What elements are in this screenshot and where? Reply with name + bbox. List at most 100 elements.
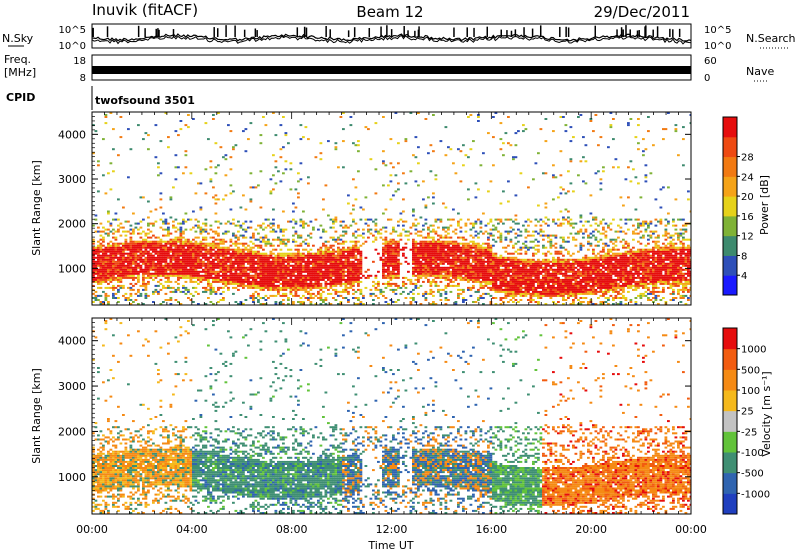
power-cell [432, 294, 435, 297]
power-cell [269, 252, 273, 255]
power-cell [509, 270, 513, 273]
power-cell [429, 264, 433, 267]
power-cell [524, 252, 528, 255]
power-cell [524, 264, 528, 267]
power-cell [184, 288, 188, 291]
power-cell [359, 256, 363, 259]
power-cell [204, 252, 208, 255]
power-cell [202, 286, 205, 289]
power-cell [202, 246, 205, 249]
power-cell [412, 238, 415, 241]
power-cell [459, 270, 463, 273]
power-cell [514, 214, 518, 217]
power-cell [494, 276, 498, 279]
power-cell [522, 268, 525, 271]
power-cell [322, 208, 325, 211]
power-cell [482, 254, 485, 257]
power-cell [244, 150, 248, 153]
power-cell [314, 278, 318, 281]
power-cell [302, 278, 305, 281]
power-cell [104, 268, 108, 271]
power-cell [437, 266, 440, 269]
power-cell [332, 268, 335, 271]
power-cell [157, 270, 160, 273]
power-cell [499, 236, 503, 239]
power-cell [237, 303, 240, 305]
power-cell [459, 242, 463, 245]
power-cell [287, 220, 290, 223]
power-cell [92, 274, 95, 277]
power-cell [317, 264, 320, 267]
power-cell [429, 282, 433, 285]
power-cell [194, 286, 198, 289]
power-cell [307, 182, 310, 185]
power-cell [562, 238, 565, 241]
power-cell [464, 154, 468, 157]
power-cell [99, 238, 103, 241]
power-cell [147, 236, 150, 239]
power-cell [304, 242, 308, 245]
power-cell [292, 272, 295, 275]
power-cell [447, 248, 450, 251]
power-cell [204, 246, 208, 249]
power-cell [319, 284, 323, 287]
power-cell [242, 236, 245, 239]
power-cell [299, 258, 303, 261]
power-cell [177, 260, 180, 263]
power-cell [224, 282, 228, 285]
power-cell [112, 276, 115, 279]
power-cell [184, 254, 188, 257]
power-cell [479, 272, 483, 275]
power-cell [154, 288, 158, 291]
power-cell [272, 276, 275, 279]
power-cell [302, 224, 305, 227]
power-cell [204, 262, 208, 265]
power-cell [222, 250, 225, 253]
power-cell [392, 290, 395, 293]
power-cell [92, 254, 95, 257]
power-cell [217, 254, 220, 257]
power-cell [554, 236, 558, 239]
power-cell [107, 272, 110, 275]
power-cell [554, 268, 558, 271]
power-cell [239, 250, 243, 253]
power-cell [432, 192, 435, 195]
power-cell [284, 276, 288, 279]
power-cell [387, 250, 390, 253]
power-cell [337, 260, 340, 263]
power-cell [477, 268, 480, 271]
power-cell [539, 262, 543, 265]
power-cell [542, 172, 545, 175]
power-cell [289, 280, 293, 283]
power-cell [369, 232, 373, 235]
power-cell [189, 250, 193, 253]
power-cell [322, 242, 325, 245]
power-cell [212, 230, 215, 233]
power-cell [477, 297, 480, 299]
power-cell [557, 270, 560, 273]
power-cell [317, 290, 320, 293]
power-cell [202, 264, 205, 267]
power-cell [212, 236, 215, 239]
power-cell [339, 284, 343, 287]
power-cell [122, 268, 125, 271]
power-cell [182, 290, 185, 293]
power-cell [422, 242, 425, 245]
power-cell [524, 280, 528, 283]
power-cell [537, 286, 540, 289]
power-cell [459, 292, 463, 295]
power-cell [114, 286, 118, 289]
power-cell [432, 228, 435, 231]
power-cell [294, 254, 298, 257]
power-cell [232, 286, 235, 289]
power-cell [269, 288, 273, 291]
power-cell [434, 258, 438, 261]
power-cell [299, 220, 303, 223]
power-cell [527, 262, 530, 265]
power-cell [354, 290, 358, 293]
power-cell [564, 124, 568, 127]
power-cell [142, 262, 145, 265]
power-cell [127, 272, 130, 275]
power-cell [397, 244, 400, 247]
power-cell [314, 254, 318, 257]
